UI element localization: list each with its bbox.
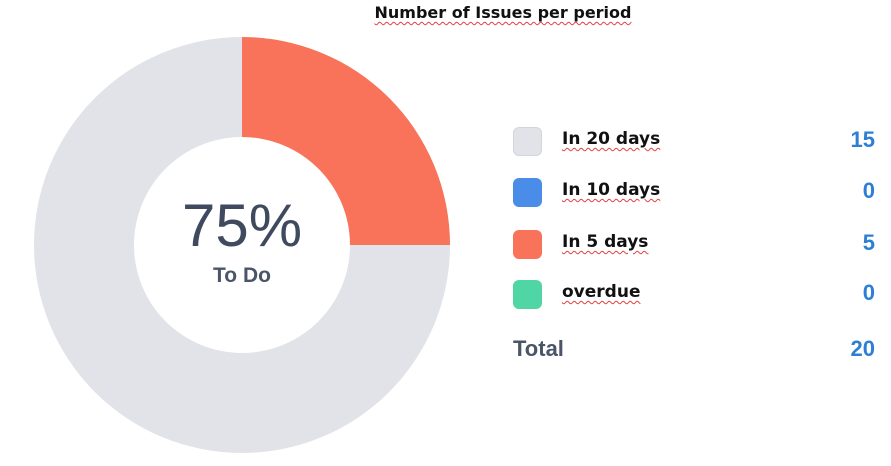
legend-value-in-20-days: 15 xyxy=(850,127,875,152)
legend-value-overdue: 0 xyxy=(862,280,875,305)
legend-swatch-in-20-days xyxy=(513,127,542,156)
center-label: To Do xyxy=(213,264,271,287)
legend-label-in-5-days: In 5 days xyxy=(562,232,649,252)
legend-value-in-5-days: 5 xyxy=(862,230,875,255)
legend-item-in-5-days: In 5 days 5 xyxy=(513,230,875,260)
chart-title-wrap: Number of Issues per period xyxy=(0,3,891,27)
legend-label-overdue: overdue xyxy=(562,282,641,302)
chart-title: Number of Issues per period xyxy=(374,3,632,22)
donut-slice-in-20-days xyxy=(34,37,450,453)
legend-total: Total 20 xyxy=(513,336,875,366)
legend-item-overdue: overdue 0 xyxy=(513,280,875,310)
legend-item-in-10-days: In 10 days 0 xyxy=(513,178,875,208)
center-percentage: 75% xyxy=(181,192,303,259)
donut-slice-in-5-days xyxy=(242,37,450,245)
total-value: 20 xyxy=(850,336,875,361)
legend-swatch-overdue xyxy=(513,280,542,309)
legend-label-in-20-days: In 20 days xyxy=(562,129,661,149)
chart-title-container: Number of Issues per period xyxy=(0,3,891,23)
legend-item-in-20-days: In 20 days 15 xyxy=(513,127,875,157)
total-label: Total xyxy=(513,336,564,361)
legend-swatch-in-10-days xyxy=(513,178,542,207)
legend-swatch-in-5-days xyxy=(513,230,542,259)
legend-value-in-10-days: 0 xyxy=(862,178,875,203)
legend-label-in-10-days: In 10 days xyxy=(562,180,661,200)
